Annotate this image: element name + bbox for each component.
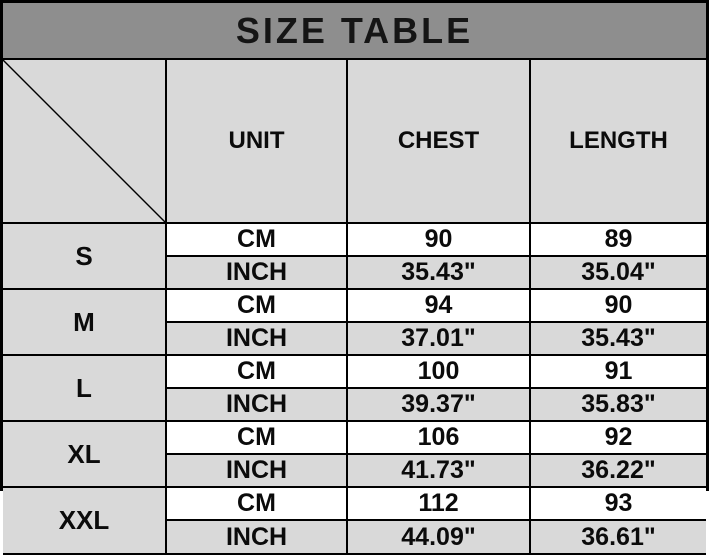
table-row: INCH 41.73" 36.22" (3, 453, 706, 488)
chest-cell: 106 (346, 420, 531, 455)
table-row: INCH 37.01" 35.43" (3, 321, 706, 356)
chest-cell: 100 (346, 354, 531, 389)
size-label-xxl: XXL (3, 486, 167, 553)
column-header-length: LENGTH (529, 60, 706, 224)
diagonal-line-icon (3, 60, 165, 222)
chest-cell: 112 (346, 486, 531, 521)
length-cell: 36.61" (529, 519, 706, 553)
page-title: SIZE TABLE (235, 9, 474, 51)
unit-cell: CM (165, 222, 348, 257)
table-row: L CM 100 91 (3, 354, 706, 422)
length-cell: 35.04" (529, 255, 706, 290)
table-row: INCH 35.43" 35.04" (3, 255, 706, 290)
size-label-m: M (3, 288, 167, 356)
unit-cell: CM (165, 486, 348, 521)
unit-cell: INCH (165, 255, 348, 290)
length-cell: 35.43" (529, 321, 706, 356)
chest-cell: 39.37" (346, 387, 531, 422)
chest-cell: 90 (346, 222, 531, 257)
unit-cell: CM (165, 354, 348, 389)
table-row: XL CM 106 92 (3, 420, 706, 488)
size-label-xl: XL (3, 420, 167, 488)
length-cell: 93 (529, 486, 706, 521)
length-cell: 90 (529, 288, 706, 323)
unit-cell: INCH (165, 519, 348, 553)
column-header-unit: UNIT (165, 60, 348, 224)
table-row: M CM 94 90 (3, 288, 706, 356)
size-label-l: L (3, 354, 167, 422)
chest-cell: 44.09" (346, 519, 531, 553)
length-cell: 35.83" (529, 387, 706, 422)
diagonal-header-cell (3, 60, 167, 224)
chest-cell: 35.43" (346, 255, 531, 290)
unit-cell: INCH (165, 387, 348, 422)
chest-cell: 37.01" (346, 321, 531, 356)
size-label-s: S (3, 222, 167, 290)
table-row: XXL CM 112 93 (3, 486, 706, 553)
title-bar: SIZE TABLE (3, 3, 706, 60)
length-cell: 92 (529, 420, 706, 455)
unit-cell: CM (165, 420, 348, 455)
length-cell: 91 (529, 354, 706, 389)
length-cell: 89 (529, 222, 706, 257)
length-cell: 36.22" (529, 453, 706, 488)
table-row: INCH 39.37" 35.83" (3, 387, 706, 422)
unit-cell: CM (165, 288, 348, 323)
unit-cell: INCH (165, 321, 348, 356)
header-row: UNIT CHEST LENGTH (3, 60, 706, 224)
chest-cell: 94 (346, 288, 531, 323)
size-table: UNIT CHEST LENGTH S CM 90 89 INCH 35.43"… (3, 60, 706, 553)
chest-cell: 41.73" (346, 453, 531, 488)
unit-cell: INCH (165, 453, 348, 488)
column-header-chest: CHEST (346, 60, 531, 224)
table-row: S CM 90 89 (3, 222, 706, 290)
